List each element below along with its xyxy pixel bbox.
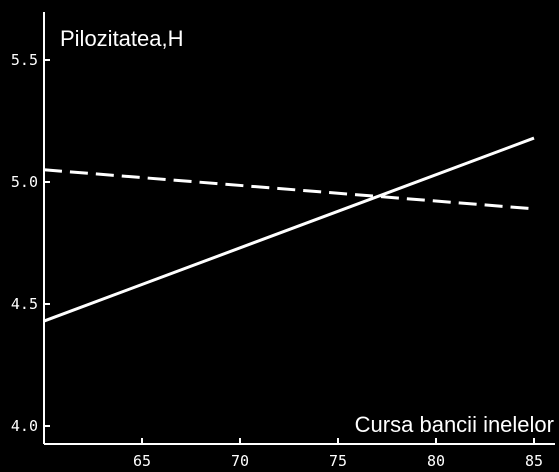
x-axis-label: Cursa bancii inelelor (355, 412, 554, 437)
x-tick-label: 70 (231, 452, 249, 470)
axes (43, 12, 555, 445)
series-group (43, 136, 535, 323)
dashed-series-line (43, 168, 535, 211)
y-tick-label: 5.0 (11, 173, 38, 191)
solid-series-line (43, 136, 535, 323)
y-tick-label: 4.5 (11, 295, 38, 313)
y-tick-label: 5.5 (11, 51, 38, 69)
x-tick-label: 75 (329, 452, 347, 470)
y-axis-label: Pilozitatea,H (60, 26, 184, 51)
y-tick-label: 4.0 (11, 417, 38, 435)
ticks: 65 70 75 80 85 4.0 4.5 5.0 5.5 (11, 51, 543, 470)
x-tick-label: 80 (427, 452, 445, 470)
x-tick-label: 65 (133, 452, 151, 470)
x-tick-label: 85 (525, 452, 543, 470)
